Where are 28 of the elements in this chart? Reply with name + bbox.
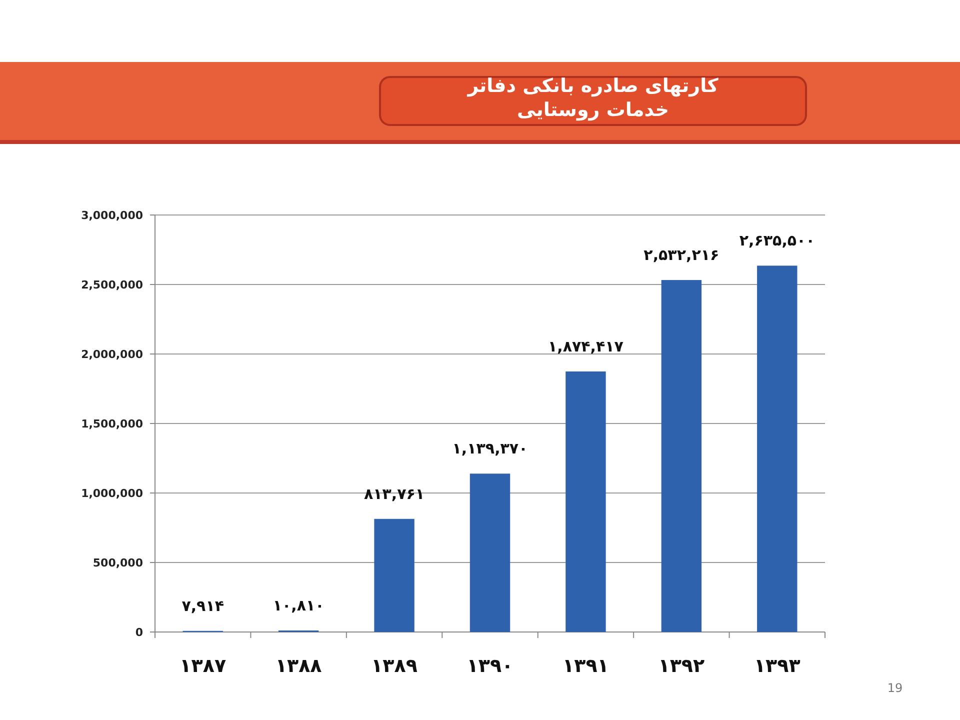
x-tick-label: ۱۳۹۰ <box>466 655 514 677</box>
bar <box>661 280 702 632</box>
data-label: ۱۰,۸۱۰ <box>272 596 324 614</box>
x-tick-label: ۱۳۹۳ <box>754 655 801 677</box>
y-tick-label: 500,000 <box>92 556 144 570</box>
x-tick-label: ۱۳۸۹ <box>371 655 418 677</box>
text: 19 <box>887 681 903 695</box>
y-tick-label: 0 <box>135 626 144 639</box>
data-label: ۸۱۳,۷۶۱ <box>364 484 425 503</box>
x-tick-label: ۱۳۸۸ <box>275 655 322 677</box>
y-tick-label: 2,500,000 <box>81 278 144 292</box>
bar <box>374 518 414 632</box>
data-label: ۷,۹۱۴ <box>182 596 224 615</box>
data-label: ۱,۸۷۴,۴۱۷ <box>548 337 624 356</box>
data-label: ۱,۱۳۹,۳۷۰ <box>452 440 528 458</box>
y-tick-label: 3,000,000 <box>81 209 144 222</box>
chart-title: کارتهای صادره بانکی دفاتر خدمات روستایی <box>466 75 720 121</box>
y-tick-label: 1,000,000 <box>81 487 144 500</box>
data-label: ۲,۵۳۲,۲۱۶ <box>644 246 720 264</box>
bar <box>566 371 606 632</box>
y-tick-label: 1,500,000 <box>81 418 144 430</box>
data-label: ۲,۶۳۵,۵۰۰ <box>739 232 815 250</box>
bar <box>757 266 798 632</box>
x-tick-label: ۱۳۹۲ <box>658 655 706 677</box>
x-tick-label: ۱۳۹۱ <box>562 655 609 677</box>
y-tick-label: 2,000,000 <box>81 348 144 361</box>
bar <box>470 474 510 632</box>
x-tick-label: ۱۳۸۷ <box>180 655 226 677</box>
